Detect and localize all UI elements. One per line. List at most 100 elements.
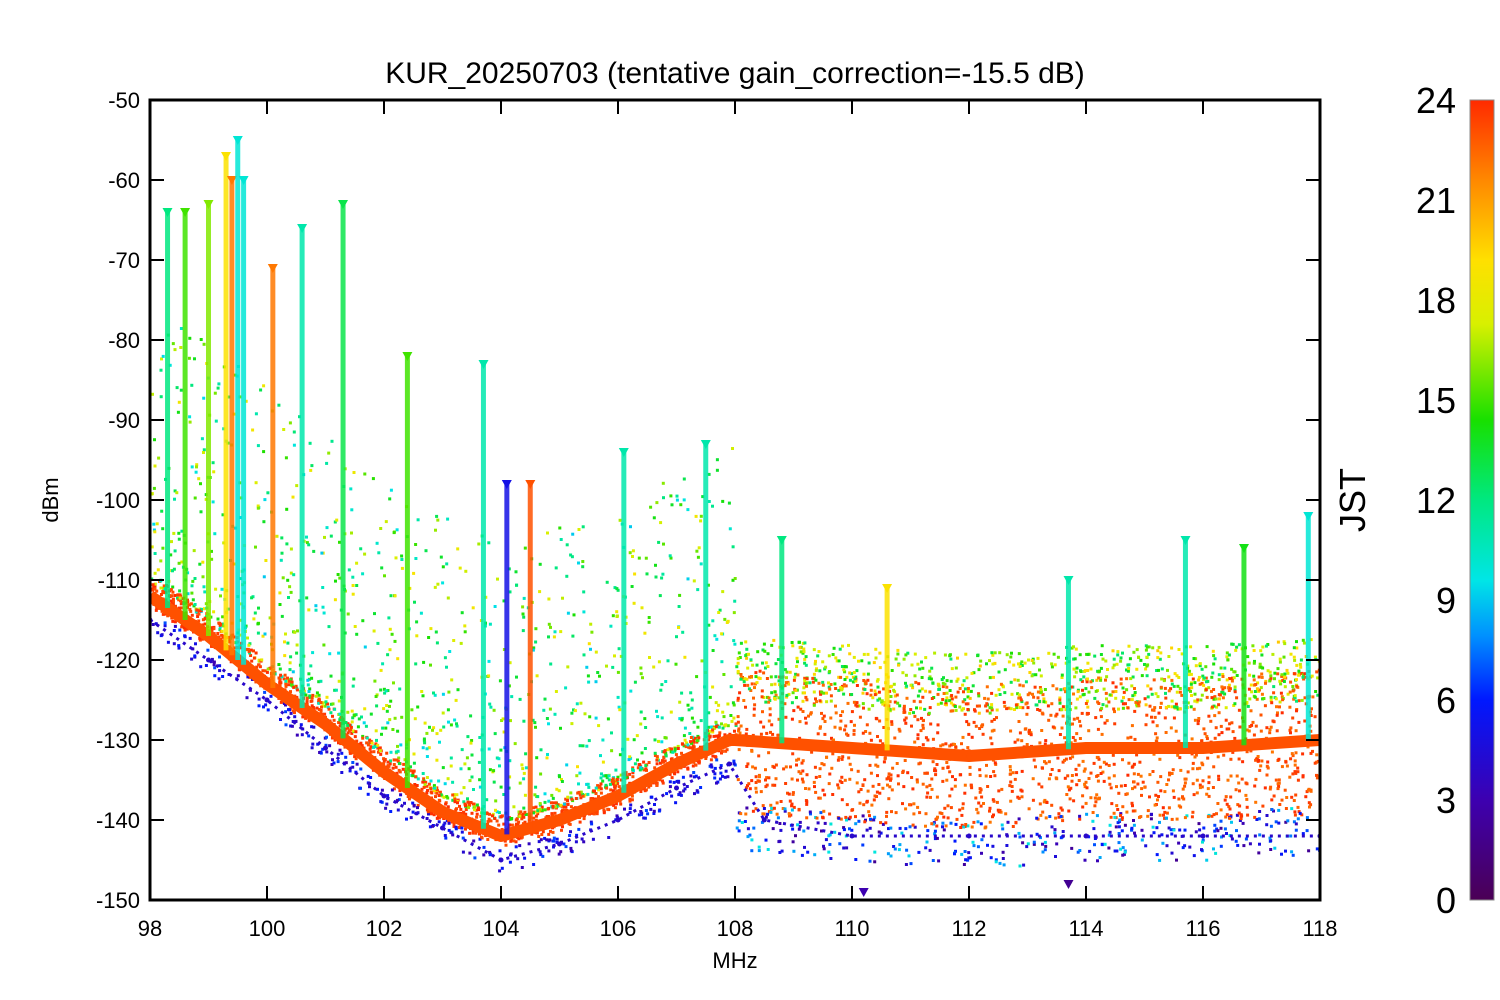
measurement-dot bbox=[238, 516, 242, 519]
measurement-dot bbox=[307, 690, 311, 693]
measurement-dot bbox=[813, 785, 816, 789]
measurement-dot bbox=[456, 547, 460, 551]
measurement-dot bbox=[410, 708, 414, 712]
measurement-dot bbox=[1032, 842, 1036, 846]
measurement-dot bbox=[844, 815, 848, 819]
measurement-dot bbox=[992, 675, 995, 679]
measurement-dot bbox=[1196, 698, 1200, 702]
measurement-dot bbox=[560, 778, 563, 781]
measurement-dot bbox=[643, 631, 647, 635]
measurement-dot bbox=[804, 655, 808, 659]
measurement-dot bbox=[250, 596, 254, 600]
measurement-dot bbox=[868, 814, 871, 818]
measurement-dot bbox=[564, 797, 568, 801]
measurement-dot bbox=[994, 860, 998, 864]
measurement-dot bbox=[921, 782, 925, 786]
measurement-dot bbox=[472, 839, 476, 843]
measurement-dot bbox=[1245, 797, 1249, 801]
measurement-dot bbox=[1056, 655, 1060, 659]
measurement-dot bbox=[1253, 690, 1257, 693]
measurement-dot bbox=[1178, 756, 1182, 760]
measurement-dot bbox=[1071, 736, 1075, 739]
measurement-dot bbox=[860, 659, 864, 663]
measurement-dot bbox=[564, 686, 568, 690]
measurement-dot bbox=[941, 821, 945, 825]
measurement-dot bbox=[162, 587, 166, 591]
measurement-dot bbox=[850, 808, 854, 812]
measurement-dot bbox=[998, 809, 1002, 812]
measurement-dot bbox=[1230, 820, 1233, 824]
measurement-dot bbox=[1032, 758, 1036, 762]
measurement-dot bbox=[571, 634, 575, 638]
measurement-dot bbox=[188, 607, 192, 611]
measurement-dot bbox=[473, 805, 477, 809]
measurement-dot bbox=[1220, 835, 1223, 839]
measurement-dot bbox=[874, 716, 878, 720]
measurement-dot bbox=[338, 712, 342, 716]
measurement-dot bbox=[1205, 645, 1209, 649]
measurement-dot bbox=[748, 833, 752, 837]
measurement-dot bbox=[1122, 852, 1126, 856]
measurement-dot bbox=[199, 665, 203, 669]
measurement-dot bbox=[1231, 676, 1234, 680]
measurement-dot bbox=[1177, 797, 1181, 801]
measurement-dot bbox=[1297, 810, 1301, 814]
measurement-dot bbox=[644, 556, 648, 560]
measurement-dot bbox=[592, 812, 596, 816]
measurement-dot bbox=[1009, 799, 1013, 803]
measurement-dot bbox=[829, 716, 833, 720]
measurement-dot bbox=[711, 728, 715, 732]
measurement-dot bbox=[518, 781, 522, 785]
measurement-dot bbox=[1119, 814, 1122, 817]
measurement-dot bbox=[523, 820, 527, 824]
measurement-dot bbox=[707, 738, 711, 742]
measurement-dot bbox=[156, 631, 160, 635]
measurement-dot bbox=[1071, 722, 1074, 726]
measurement-dot bbox=[1309, 714, 1313, 717]
measurement-dot bbox=[1281, 679, 1285, 682]
measurement-dot bbox=[532, 806, 536, 810]
measurement-dot bbox=[858, 801, 862, 805]
measurement-dot bbox=[387, 764, 391, 768]
measurement-dot bbox=[1224, 815, 1228, 819]
measurement-dot bbox=[969, 784, 973, 788]
measurement-dot bbox=[895, 693, 899, 697]
measurement-dot bbox=[1061, 819, 1065, 823]
measurement-dot bbox=[1316, 676, 1320, 680]
measurement-dot bbox=[1247, 729, 1251, 733]
measurement-dot bbox=[1175, 705, 1179, 709]
measurement-dot bbox=[611, 777, 615, 781]
measurement-dot bbox=[820, 690, 824, 694]
measurement-dot bbox=[392, 531, 396, 535]
measurement-dot bbox=[839, 686, 843, 690]
measurement-dot bbox=[754, 786, 758, 790]
measurement-dot bbox=[979, 659, 983, 663]
measurement-dot bbox=[432, 726, 436, 730]
measurement-dot bbox=[1151, 646, 1155, 650]
measurement-dot bbox=[1150, 692, 1154, 696]
measurement-dot bbox=[900, 831, 904, 835]
measurement-dot bbox=[1221, 675, 1225, 678]
measurement-dot bbox=[852, 655, 856, 659]
measurement-dot bbox=[1225, 655, 1229, 659]
measurement-dot bbox=[744, 786, 748, 790]
measurement-dot bbox=[284, 679, 288, 683]
measurement-dot bbox=[1206, 815, 1210, 819]
measurement-dot bbox=[351, 765, 355, 769]
measurement-dot bbox=[1050, 742, 1054, 746]
measurement-dot bbox=[443, 782, 447, 786]
measurement-dot bbox=[913, 714, 917, 718]
measurement-dot bbox=[1060, 726, 1064, 730]
measurement-dot bbox=[848, 652, 852, 656]
measurement-dot bbox=[811, 676, 815, 680]
measurement-dot bbox=[1252, 661, 1256, 665]
measurement-dot bbox=[1017, 817, 1021, 821]
measurement-dot bbox=[850, 768, 854, 772]
measurement-dot bbox=[382, 759, 386, 763]
measurement-dot bbox=[1115, 849, 1119, 853]
measurement-dot bbox=[1193, 681, 1197, 685]
measurement-dot bbox=[1014, 821, 1018, 825]
measurement-dot bbox=[1259, 729, 1263, 733]
measurement-dot bbox=[872, 818, 876, 822]
measurement-dot bbox=[443, 656, 447, 660]
